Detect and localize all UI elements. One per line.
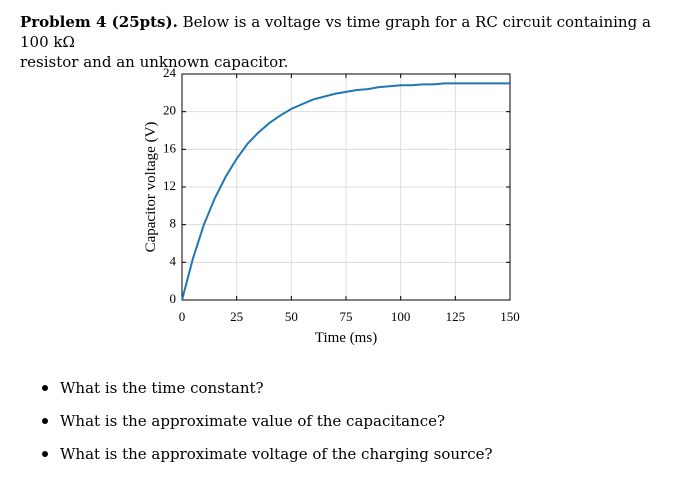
problem-text-line1: Below is a voltage vs time graph for a R… — [20, 13, 651, 51]
problem-statement: Problem 4 (25pts). Below is a voltage vs… — [20, 12, 680, 72]
bullet-icon — [42, 418, 48, 424]
question-item: What is the approximate voltage of the c… — [40, 444, 493, 477]
y-tick-label: 0 — [170, 291, 177, 306]
x-tick-label: 50 — [285, 309, 298, 324]
x-axis-label: Time (ms) — [315, 330, 377, 346]
question-item: What is the approximate value of the cap… — [40, 411, 493, 444]
x-tick-label: 150 — [500, 309, 520, 324]
y-tick-label: 8 — [170, 216, 177, 231]
x-tick-label: 100 — [391, 309, 411, 324]
y-tick-label: 12 — [163, 178, 176, 193]
problem-heading: Problem 4 (25pts). — [20, 13, 178, 31]
question-item: What is the time constant? — [40, 378, 493, 411]
question-text: What is the time constant? — [60, 379, 264, 397]
x-tick-label: 75 — [340, 309, 353, 324]
x-tick-label: 125 — [446, 309, 466, 324]
grid — [181, 73, 511, 301]
x-tick-label: 0 — [179, 309, 186, 324]
question-text: What is the approximate voltage of the c… — [60, 445, 493, 463]
series-line — [181, 82, 510, 301]
question-text: What is the approximate value of the cap… — [60, 412, 446, 430]
y-tick-label: 4 — [170, 253, 177, 268]
y-tick-label: 20 — [163, 103, 176, 118]
bullet-icon — [42, 451, 48, 457]
y-tick-label: 24 — [163, 65, 177, 80]
bullet-icon — [42, 385, 48, 391]
y-axis-label: Capacitor voltage (V) — [143, 122, 159, 253]
question-list: What is the time constant? What is the a… — [40, 378, 493, 477]
y-tick-label: 16 — [163, 140, 177, 155]
x-tick-label: 25 — [230, 309, 243, 324]
problem-text-line2: resistor and an unknown capacitor. — [20, 53, 289, 71]
